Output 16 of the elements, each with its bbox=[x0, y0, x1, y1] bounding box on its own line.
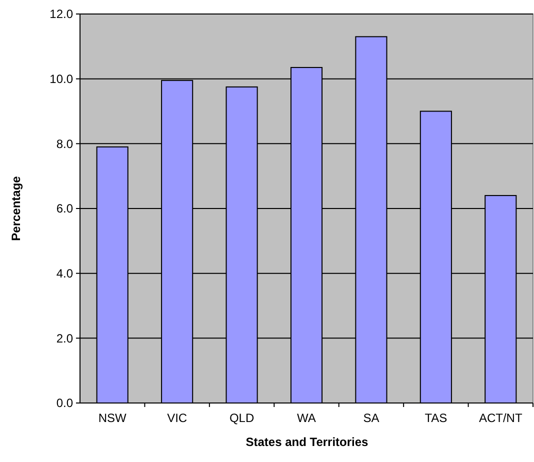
y-tick-label: 4.0 bbox=[56, 266, 74, 281]
x-tick-label: ACT/NT bbox=[478, 411, 523, 425]
y-tick-label: 2.0 bbox=[56, 331, 74, 346]
x-tick-label: VIC bbox=[167, 411, 188, 425]
x-tick-label: NSW bbox=[98, 411, 128, 425]
y-tick-label: 8.0 bbox=[56, 136, 74, 151]
y-tick-label: 10.0 bbox=[50, 72, 74, 86]
y-tick-label: 12.0 bbox=[50, 7, 74, 22]
x-tick-label: QLD bbox=[229, 411, 254, 425]
y-axis-title: Percentage bbox=[9, 176, 23, 241]
x-tick-label: SA bbox=[363, 411, 380, 425]
x-axis-title: States and Territories bbox=[246, 435, 369, 449]
y-tick-label: 0.0 bbox=[56, 396, 74, 410]
x-tick-label: TAS bbox=[424, 411, 448, 425]
y-tick-label: 6.0 bbox=[56, 202, 74, 216]
x-tick-label: WA bbox=[297, 411, 316, 425]
